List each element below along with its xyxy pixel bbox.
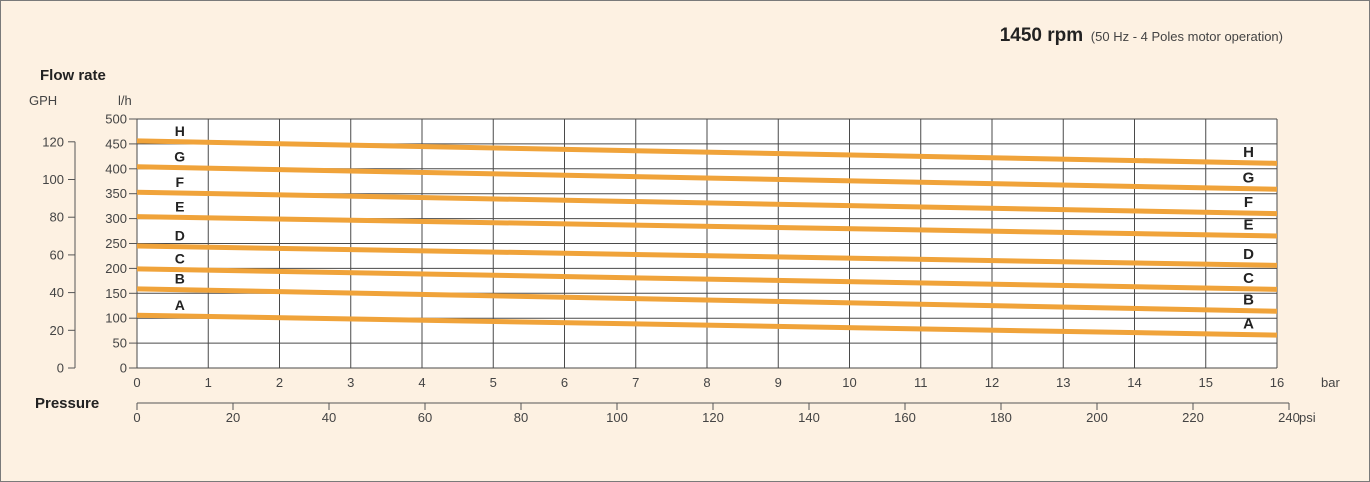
y-tick-label-lh: 0 <box>120 361 127 376</box>
y-tick-label-lh: 150 <box>105 286 127 301</box>
series-label-right-c: C <box>1243 270 1254 287</box>
series-label-right-e: E <box>1243 217 1253 234</box>
series-line-a <box>136 312 1278 338</box>
x-tick-label-psi: 80 <box>514 410 528 425</box>
y-tick-label-gph: 120 <box>42 134 64 149</box>
x-tick-label-bar: 0 <box>133 375 140 390</box>
y-axis-title: Flow rate <box>40 67 106 84</box>
chart-title-main: 1450 rpm <box>999 25 1084 46</box>
x-tick-label-bar: 3 <box>347 375 354 390</box>
x-tick-label-bar: 6 <box>561 375 568 390</box>
x-tick-label-psi: 0 <box>133 410 140 425</box>
x-tick-label-psi: 120 <box>702 410 724 425</box>
y-tick-label-gph: 0 <box>57 361 64 376</box>
x-tick-label-psi: 20 <box>226 410 240 425</box>
x-unit-bar: bar <box>1321 375 1340 390</box>
x-tick-label-bar: 5 <box>490 375 497 390</box>
y-tick-label-gph: 100 <box>42 172 64 187</box>
series-line-f <box>136 189 1278 217</box>
series-label-right-d: D <box>1243 246 1254 263</box>
series-label-left-a: A <box>175 297 185 313</box>
y-tick-label-gph: 80 <box>50 210 64 225</box>
x-tick-label-bar: 1 <box>205 375 212 390</box>
series-line-h <box>136 138 1278 166</box>
x-axis-title: Pressure <box>35 395 99 412</box>
series-line-b <box>136 286 1278 314</box>
series-label-left-e: E <box>175 198 184 214</box>
y-unit-gph: GPH <box>29 93 57 108</box>
x-tick-label-bar: 4 <box>418 375 425 390</box>
x-tick-label-bar: 2 <box>276 375 283 390</box>
x-tick-label-psi: 180 <box>990 410 1012 425</box>
y-tick-label-lh: 450 <box>105 136 127 151</box>
y-unit-lh: l/h <box>118 93 132 108</box>
series-label-left-h: H <box>175 123 185 139</box>
series-label-left-c: C <box>175 251 185 267</box>
y-tick-label-gph: 60 <box>50 247 64 262</box>
series-line-c <box>136 266 1278 292</box>
y-tick-label-lh: 400 <box>105 161 127 176</box>
series-label-left-d: D <box>175 228 185 244</box>
y-tick-label-lh: 350 <box>105 186 127 201</box>
x-tick-label-psi: 220 <box>1182 410 1204 425</box>
x-tick-label-psi: 100 <box>606 410 628 425</box>
series-label-right-h: H <box>1243 144 1254 161</box>
x-tick-label-bar: 15 <box>1199 375 1213 390</box>
series-label-right-g: G <box>1243 170 1255 187</box>
x-tick-label-psi: 240 <box>1278 410 1300 425</box>
series-label-right-f: F <box>1244 194 1253 211</box>
x-tick-label-bar: 7 <box>632 375 639 390</box>
x-tick-label-bar: 9 <box>775 375 782 390</box>
y-tick-label-lh: 50 <box>113 336 127 351</box>
x-tick-label-bar: 14 <box>1127 375 1141 390</box>
y-tick-label-lh: 100 <box>105 311 127 326</box>
y-tick-label-gph: 40 <box>50 285 64 300</box>
x-tick-label-bar: 12 <box>985 375 999 390</box>
x-tick-label-psi: 60 <box>418 410 432 425</box>
x-tick-label-psi: 200 <box>1086 410 1108 425</box>
x-tick-label-psi: 160 <box>894 410 916 425</box>
series-label-right-a: A <box>1243 316 1254 333</box>
y-tick-label-lh: 300 <box>105 211 127 226</box>
x-tick-label-bar: 10 <box>842 375 856 390</box>
x-tick-label-bar: 11 <box>914 375 928 390</box>
series-label-left-f: F <box>175 174 184 190</box>
y-tick-label-gph: 20 <box>50 323 64 338</box>
series-label-left-b: B <box>175 271 185 287</box>
series-label-left-g: G <box>174 149 185 165</box>
x-tick-label-bar: 13 <box>1056 375 1070 390</box>
x-tick-label-psi: 140 <box>798 410 820 425</box>
series-line-d <box>136 243 1278 268</box>
series-label-right-b: B <box>1243 292 1254 309</box>
x-unit-psi: psi <box>1299 410 1316 425</box>
y-tick-label-lh: 250 <box>105 236 127 251</box>
y-tick-label-lh: 200 <box>105 261 127 276</box>
x-tick-label-psi: 40 <box>322 410 336 425</box>
x-tick-label-bar: 16 <box>1270 375 1284 390</box>
series-line-e <box>136 214 1278 239</box>
chart-subtitle: (50 Hz - 4 Poles motor operation) <box>1090 29 1283 44</box>
chart-title: 1450 rpm (50 Hz - 4 Poles motor operatio… <box>1000 25 1283 47</box>
x-tick-label-bar: 8 <box>703 375 710 390</box>
series-line-g <box>136 164 1278 192</box>
y-tick-label-lh: 500 <box>105 112 127 127</box>
